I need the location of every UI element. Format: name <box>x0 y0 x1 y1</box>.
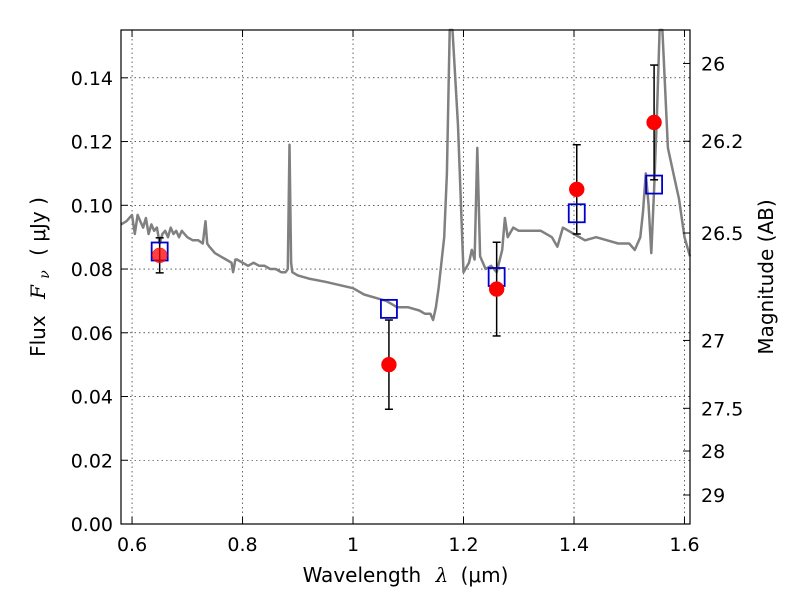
model-photometry-square <box>645 174 663 195</box>
y2-tick-label: 26.2 <box>701 131 743 153</box>
x-axis-label-unit: (μm) <box>461 563 509 587</box>
y2-axis-label: Magnitude (AB) <box>754 199 778 354</box>
x-tick-label: 1 <box>347 534 359 556</box>
x-axis-label-prefix: Wavelength <box>303 563 422 587</box>
y2-tick-label: 28 <box>701 441 725 463</box>
observed-photometry-point <box>569 181 585 198</box>
observed-photometry-point <box>488 281 505 297</box>
marker-layer <box>150 114 663 373</box>
y-tick-label: 0.10 <box>71 195 113 217</box>
y-axis-label-subscript: ν <box>37 270 53 279</box>
plot-frame <box>120 29 691 525</box>
spectrum-layer <box>120 28 692 322</box>
observed-photometry-point <box>646 114 662 131</box>
y2-tick-label: 29 <box>701 485 725 507</box>
x-tick-label: 1.4 <box>559 534 589 556</box>
tick-marks <box>121 30 690 525</box>
y-axis-label: Flux F ν ( μJy ) <box>26 197 54 357</box>
x-axis-label: Wavelength λ (μm) <box>303 563 509 587</box>
x-tick-label: 1.6 <box>669 534 699 556</box>
y-tick-label: 0.00 <box>71 514 113 536</box>
model-photometry-square <box>567 203 586 224</box>
x-tick-label: 0.8 <box>227 534 257 556</box>
y-axis-label-prefix: Flux <box>26 315 50 357</box>
model-photometry-square <box>380 298 398 319</box>
x-tick-label: 0.6 <box>117 534 147 556</box>
y-axis-label-unit: ( μJy ) <box>26 197 50 256</box>
y-tick-label: 0.08 <box>71 259 113 281</box>
observed-photometry-point <box>151 247 168 264</box>
y-axis-label-symbol: F <box>26 284 50 300</box>
y2-tick-label: 27 <box>701 330 725 352</box>
observed-photometry-point <box>381 356 397 373</box>
x-axis-label-symbol: λ <box>435 563 449 587</box>
tick-labels: 0.6 0.8 1 1.2 1.4 1.6 0.00 0.02 0.04 0.06 0.08 0.10… <box>71 53 744 556</box>
spectrum-line <box>120 28 692 322</box>
y2-tick-label: 26 <box>701 53 725 75</box>
y2-tick-label: 27.5 <box>701 398 743 420</box>
y-tick-label: 0.06 <box>71 323 113 345</box>
y2-tick-label: 26.5 <box>701 223 743 245</box>
x-tick-label: 1.2 <box>448 534 478 556</box>
y-tick-label: 0.04 <box>71 387 113 409</box>
y-tick-label: 0.12 <box>71 132 113 154</box>
y-tick-label: 0.02 <box>71 450 113 472</box>
y-tick-label: 0.14 <box>71 68 113 90</box>
